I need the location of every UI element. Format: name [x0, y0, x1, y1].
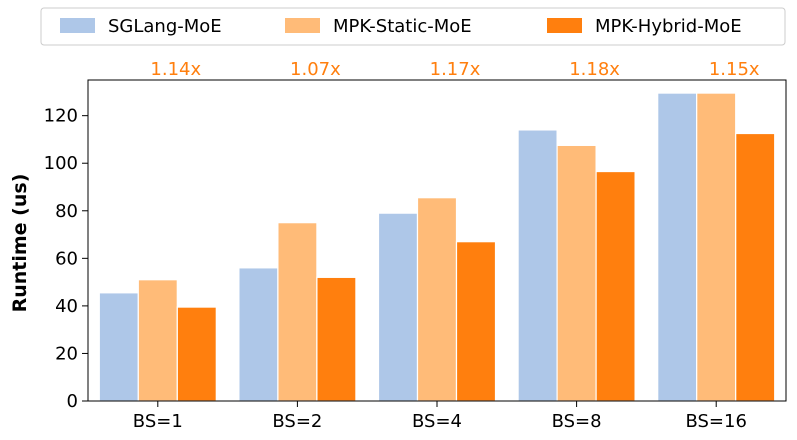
legend-swatch: [60, 18, 95, 33]
bar-sglang-moe-bs1: [98, 292, 139, 402]
speedup-label: 1.14x: [150, 59, 201, 80]
x-tick-label: BS=2: [272, 411, 322, 432]
speedup-label: 1.07x: [290, 59, 341, 80]
y-tick-label: 40: [55, 296, 78, 317]
bar-sglang-moe-bs4: [377, 212, 419, 402]
bar-mpk-static-moe-bs16: [696, 92, 737, 402]
bar-mpk-hybrid-moe-bs4: [455, 241, 497, 402]
bar-mpk-static-moe-bs1: [137, 279, 178, 402]
y-axis: 0 20 40 60 80 100 120: [44, 106, 88, 412]
legend-swatch: [285, 18, 320, 33]
speedup-label: 1.15x: [709, 59, 760, 80]
bar-sglang-moe-bs8: [517, 129, 558, 402]
x-tick-label: BS=4: [412, 411, 462, 432]
bar-mpk-static-moe-bs4: [416, 197, 458, 402]
bar-mpk-hybrid-moe-bs2: [316, 276, 357, 402]
bar-sglang-moe-bs16: [657, 92, 698, 402]
speedup-label: 1.17x: [430, 59, 481, 80]
legend-frame: [40, 7, 786, 46]
legend-label: MPK-Hybrid-MoE: [595, 16, 742, 37]
x-tick-label: BS=1: [133, 411, 183, 432]
x-axis: BS=1 BS=2 BS=4 BS=8 BS=16: [133, 401, 747, 432]
plot-frame: [87, 79, 787, 402]
y-tick-label: 120: [44, 106, 78, 127]
bar-mpk-static-moe-bs2: [277, 222, 318, 402]
bar-mpk-static-moe-bs8: [556, 144, 597, 402]
y-tick-label: 20: [55, 343, 78, 364]
y-tick-label: 80: [55, 201, 78, 222]
legend-swatch: [547, 18, 582, 33]
bar-mpk-hybrid-moe-bs1: [176, 306, 217, 402]
bars: [98, 92, 776, 402]
legend: SGLang-MoE MPK-Static-MoE MPK-Hybrid-MoE: [60, 16, 742, 37]
bar-mpk-hybrid-moe-bs16: [735, 132, 776, 402]
bar-sglang-moe-bs2: [238, 267, 279, 402]
y-axis-label: Runtime (us): [9, 174, 31, 313]
y-tick-label: 100: [44, 153, 78, 174]
legend-label: MPK-Static-MoE: [333, 16, 472, 37]
x-tick-label: BS=8: [552, 411, 602, 432]
legend-label: SGLang-MoE: [108, 16, 222, 37]
bar-mpk-hybrid-moe-bs8: [595, 170, 636, 402]
speedup-annotations: 1.14x 1.07x 1.17x 1.18x 1.15x: [150, 59, 759, 80]
x-tick-label: BS=16: [685, 411, 746, 432]
y-tick-label: 60: [55, 248, 78, 269]
y-tick-label: 0: [67, 391, 78, 412]
speedup-label: 1.18x: [569, 59, 620, 80]
